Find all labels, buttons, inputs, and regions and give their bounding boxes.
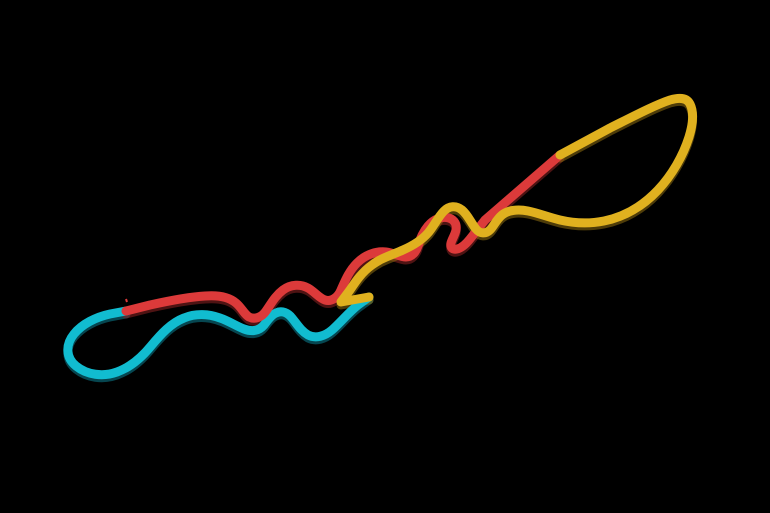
- track-sector-2-red[interactable]: [121, 150, 565, 323]
- start-finish-marker: [125, 298, 128, 303]
- track-sector-1-cyan[interactable]: [63, 292, 374, 380]
- track-sector-3-yellow[interactable]: [336, 93, 697, 307]
- track-sector-layer: [63, 93, 697, 380]
